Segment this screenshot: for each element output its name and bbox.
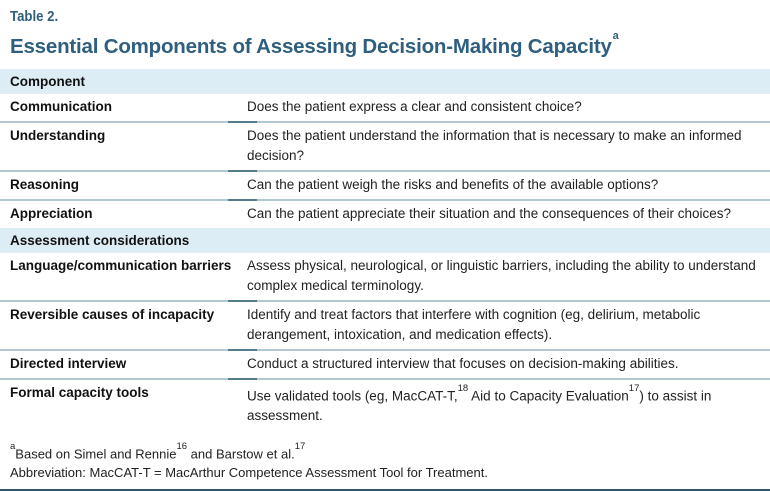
- section-header-component: Component: [0, 68, 770, 94]
- table-row-reversible-causes: Reversible causes of incapacity Identify…: [0, 302, 770, 349]
- row-description: Assess physical, neurological, or lingui…: [247, 257, 756, 293]
- row-description: Does the patient express a clear and con…: [247, 98, 582, 114]
- table-title-text: Essential Components of Assessing Decisi…: [10, 34, 612, 58]
- row-description: Can the patient weigh the risks and bene…: [247, 176, 659, 192]
- row-divider: [0, 169, 770, 172]
- row-description: Does the patient understand the informat…: [247, 127, 742, 163]
- row-description: Use validated tools (eg, MacCAT-T,18 Aid…: [247, 382, 712, 424]
- row-label: Appreciation: [10, 205, 93, 221]
- row-label: Language/communication barriers: [10, 257, 232, 273]
- footnote-marker: a: [10, 441, 16, 453]
- row-divider: [0, 120, 770, 123]
- footnote-abbreviation: Abbreviation: MacCAT-T = MacArthur Compe…: [10, 464, 488, 480]
- table-row-language-barriers: Language/communication barriers Assess p…: [0, 253, 770, 300]
- row-description: Can the patient appreciate their situati…: [247, 205, 732, 221]
- table-header-block: Table 2. Essential Components of Assessi…: [0, 0, 770, 59]
- table-title-footnote-marker: a: [612, 30, 619, 42]
- row-label: Understanding: [10, 127, 106, 143]
- row-label: Formal capacity tools: [10, 384, 149, 400]
- row-label: Reversible causes of incapacity: [10, 306, 215, 322]
- table-row-understanding: Understanding Does the patient understan…: [0, 123, 770, 170]
- row-divider: [0, 377, 770, 380]
- table-row-appreciation: Appreciation Can the patient appreciate …: [0, 201, 770, 228]
- table-row-reasoning: Reasoning Can the patient weigh the risk…: [0, 172, 770, 199]
- reference-superscript: 16: [176, 441, 188, 453]
- row-divider: [0, 348, 770, 351]
- row-label: Directed interview: [10, 355, 127, 371]
- capacity-table: Component Communication Does the patient…: [0, 68, 770, 431]
- row-description: Identify and treat factors that interfer…: [247, 306, 701, 342]
- table-title: Essential Components of Assessing Decisi…: [10, 30, 758, 59]
- table-footnotes: aBased on Simel and Rennie16 and Barstow…: [0, 430, 770, 481]
- row-label: Communication: [10, 98, 113, 114]
- row-description: Conduct a structured interview that focu…: [247, 355, 679, 371]
- reference-superscript: 18: [457, 382, 469, 394]
- row-divider: [0, 299, 770, 302]
- row-label: Reasoning: [10, 176, 80, 192]
- footnote-source: aBased on Simel and Rennie16 and Barstow…: [10, 441, 306, 462]
- table-row-directed-interview: Directed interview Conduct a structured …: [0, 351, 770, 378]
- table-row-communication: Communication Does the patient express a…: [0, 94, 770, 121]
- section-header-assessment-considerations: Assessment considerations: [0, 227, 770, 253]
- reference-superscript: 17: [294, 441, 306, 453]
- reference-superscript: 17: [628, 382, 640, 394]
- row-divider: [0, 198, 770, 201]
- table-number: Table 2.: [10, 8, 59, 25]
- table-bottom-rule: [0, 488, 770, 491]
- table-row-formal-capacity-tools: Formal capacity tools Use validated tool…: [0, 380, 770, 431]
